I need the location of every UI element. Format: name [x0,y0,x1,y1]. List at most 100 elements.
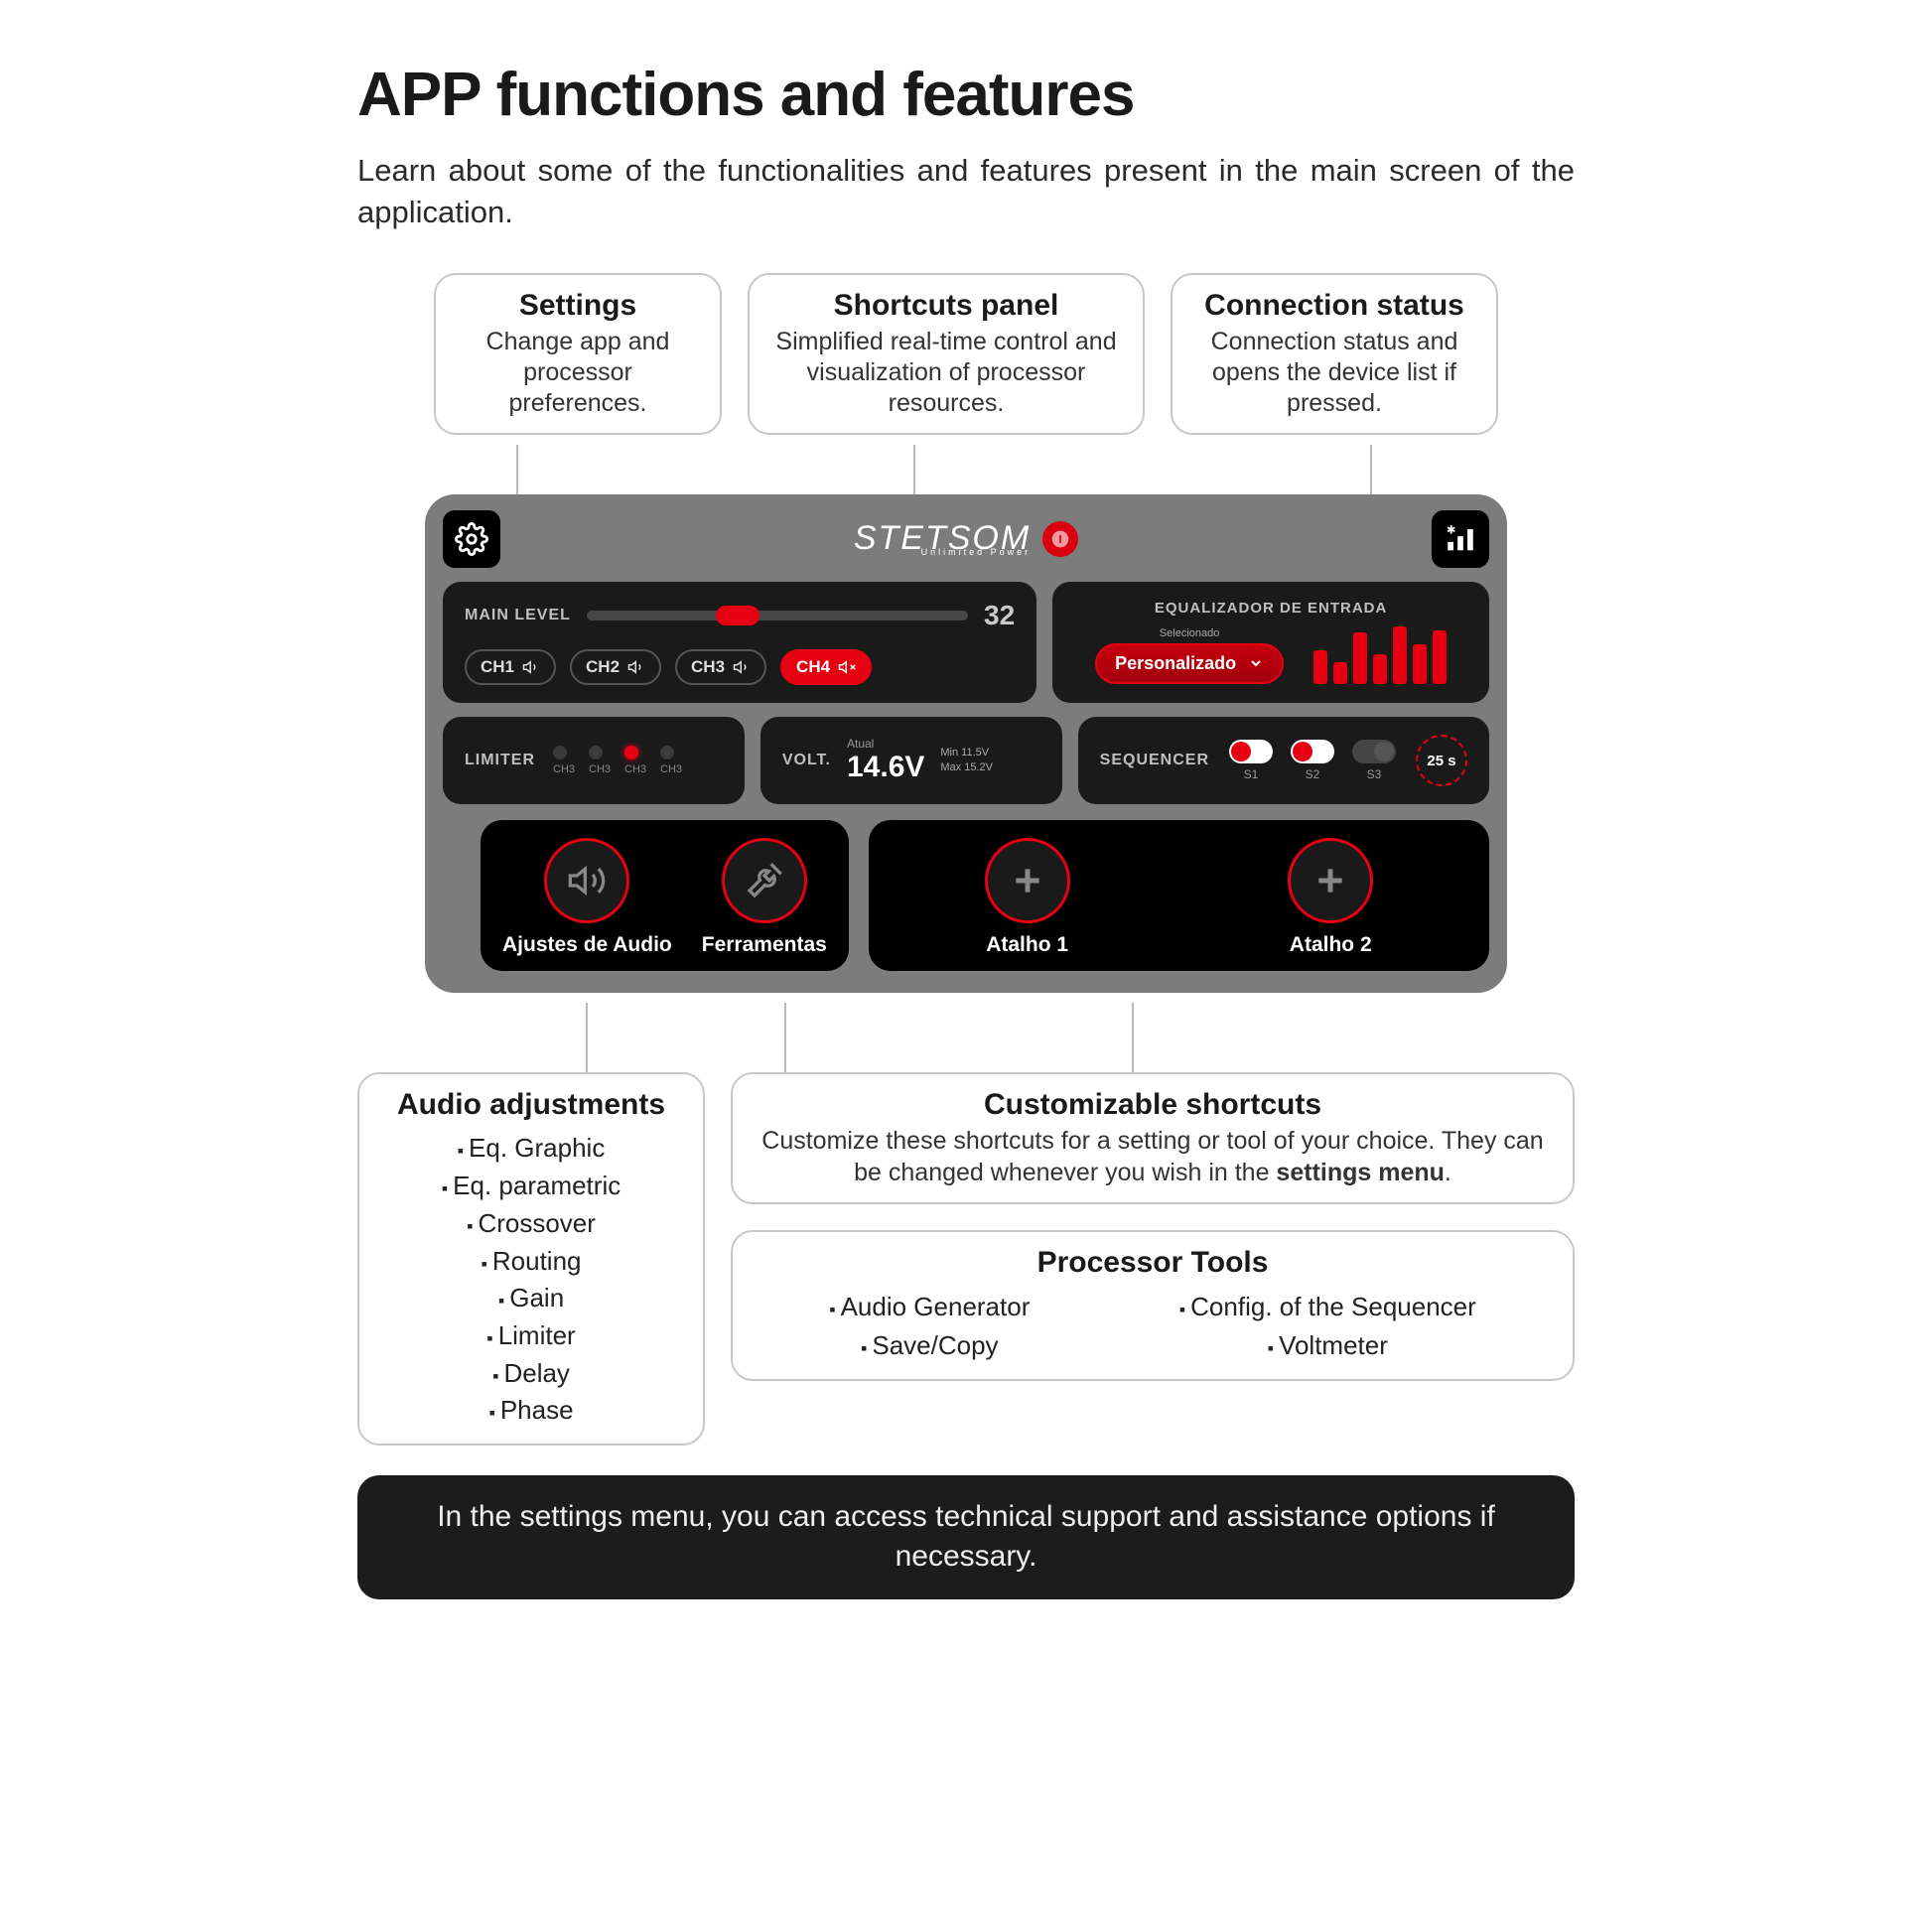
eq-bar [1413,644,1427,684]
callout-audio-adjustments: Audio adjustments Eq. GraphicEq. paramet… [357,1072,705,1446]
limiter-led: CH3 [553,746,575,775]
chevron-down-icon [1248,655,1264,671]
callout-title: Customizable shortcuts [755,1088,1551,1122]
sequencer-switch-s1[interactable]: S1 [1229,740,1273,781]
volt-max: Max 15.2V [940,760,993,775]
volt-label: VOLT. [782,752,831,769]
quick-label: Ferramentas [702,933,827,957]
list-item: Audio Generator [829,1288,1030,1326]
plus-icon [1008,861,1047,900]
callout-connection-status: Connection status Connection status and … [1171,273,1498,436]
quick-label: Atalho 2 [1288,933,1373,957]
channel-row: CH1 CH2 CH3 CH4 [465,649,1015,685]
list-item: Crossover [381,1205,681,1243]
sequencer-switch-s2[interactable]: S2 [1291,740,1334,781]
main-level-value: 32 [984,600,1015,631]
callout-title: Audio adjustments [381,1088,681,1122]
audio-adjust-button[interactable]: Ajustes de Audio [502,838,672,957]
callout-title: Shortcuts panel [771,289,1121,323]
slider-thumb[interactable] [716,606,759,625]
eq-title: EQUALIZADOR DE ENTRADA [1074,600,1467,617]
shortcut-2-button[interactable]: Atalho 2 [1288,838,1373,957]
brand-circle-icon [1042,521,1078,557]
connector-lines-top [357,445,1575,494]
callout-custom-shortcuts: Customizable shortcuts Customize these s… [731,1072,1575,1204]
list-item: Gain [381,1280,681,1317]
callout-desc: Connection status and opens the device l… [1194,327,1474,420]
shortcut-1-button[interactable]: Atalho 1 [985,838,1070,957]
tools-icon [745,861,784,900]
list-item: Delay [381,1355,681,1393]
volt-current-value: 14.6V [847,751,924,784]
callout-desc: Simplified real-time control and visuali… [771,327,1121,420]
mute-icon [838,658,856,676]
eq-selected-value: Personalizado [1115,653,1236,674]
list-item: Config. of the Sequencer [1179,1288,1476,1326]
limiter-led: CH3 [589,746,611,775]
speaker-icon [567,861,607,900]
limiter-led: CH3 [624,746,646,775]
channel-pill-ch1[interactable]: CH1 [465,649,556,685]
eq-bar [1333,662,1347,684]
list-item: Limiter [381,1317,681,1355]
settings-button[interactable] [443,510,500,568]
brand-logo: STETSOM Unlimited Power [854,521,1078,557]
device-header: STETSOM Unlimited Power ✱ [443,510,1489,568]
callout-processor-tools: Processor Tools Audio GeneratorSave/Copy… [731,1230,1575,1381]
volt-current-label: Atual [847,737,924,751]
main-level-label: MAIN LEVEL [465,607,571,624]
eq-bar [1353,632,1367,684]
limiter-led: CH3 [660,746,682,775]
panel-row-1: MAIN LEVEL 32 CH1 CH2 CH3 CH4 EQUALIZADOR D… [443,582,1489,703]
main-level-slider[interactable] [587,611,968,621]
callout-shortcuts-panel: Shortcuts panel Simplified real-time con… [748,273,1145,436]
callout-desc: Change app and processor preferences. [458,327,698,420]
callout-title: Processor Tools [755,1246,1551,1280]
voltmeter-panel: VOLT. Atual 14.6V Min 11.5V Max 15.2V [760,717,1062,804]
connector-lines-bottom [357,1003,1575,1072]
eq-preset-select[interactable]: Personalizado [1095,643,1284,684]
callout-settings: Settings Change app and processor prefer… [434,273,722,436]
quick-buttons-row: Ajustes de Audio Ferramentas Atalho 1 [443,820,1489,971]
eq-bar [1313,650,1327,684]
list-item: Eq. parametric [381,1168,681,1205]
eq-bar [1433,630,1447,684]
quick-group-shortcuts: Atalho 1 Atalho 2 [869,820,1489,971]
svg-text:✱: ✱ [1447,525,1456,537]
channel-pill-ch4[interactable]: CH4 [780,649,872,685]
limiter-panel: LIMITER CH3 CH3 CH3 CH3 [443,717,745,804]
plus-icon [1311,861,1350,900]
callout-title: Connection status [1194,289,1474,323]
device-panel: STETSOM Unlimited Power ✱ MAIN LEVEL 32 … [425,494,1507,993]
channel-pill-ch3[interactable]: CH3 [675,649,766,685]
limiter-label: LIMITER [465,752,535,769]
sequencer-timer[interactable]: 25 s [1416,735,1467,786]
volt-min: Min 11.5V [940,746,993,760]
bottom-banner: In the settings menu, you can access tec… [357,1475,1575,1599]
sequencer-label: SEQUENCER [1100,752,1209,769]
list-item: Eq. Graphic [381,1130,681,1168]
sound-icon [627,658,645,676]
main-level-panel: MAIN LEVEL 32 CH1 CH2 CH3 CH4 [443,582,1036,703]
sequencer-switch-s3[interactable]: S3 [1352,740,1396,781]
quick-label: Atalho 1 [985,933,1070,957]
tools-button[interactable]: Ferramentas [702,838,827,957]
list-item: Phase [381,1392,681,1430]
quick-group-primary: Ajustes de Audio Ferramentas [481,820,849,971]
eq-bar [1373,654,1387,684]
list-item: Voltmeter [1179,1326,1476,1365]
callouts-bottom-grid: Audio adjustments Eq. GraphicEq. paramet… [357,1072,1575,1446]
connection-status-button[interactable]: ✱ [1432,510,1489,568]
panel-row-2: LIMITER CH3 CH3 CH3 CH3 VOLT. Atual 14.6V M… [443,717,1489,804]
eq-selected-label: Selecionado [1095,627,1284,639]
gear-icon [455,522,488,556]
sound-icon [522,658,540,676]
sound-icon [733,658,751,676]
signal-bars-icon: ✱ [1444,522,1477,556]
page-title: APP functions and features [357,60,1575,130]
channel-pill-ch2[interactable]: CH2 [570,649,661,685]
page-intro: Learn about some of the functionalities … [357,150,1575,233]
equalizer-panel: EQUALIZADOR DE ENTRADA Selecionado Perso… [1052,582,1489,703]
quick-label: Ajustes de Audio [502,933,672,957]
list-item: Routing [381,1243,681,1281]
